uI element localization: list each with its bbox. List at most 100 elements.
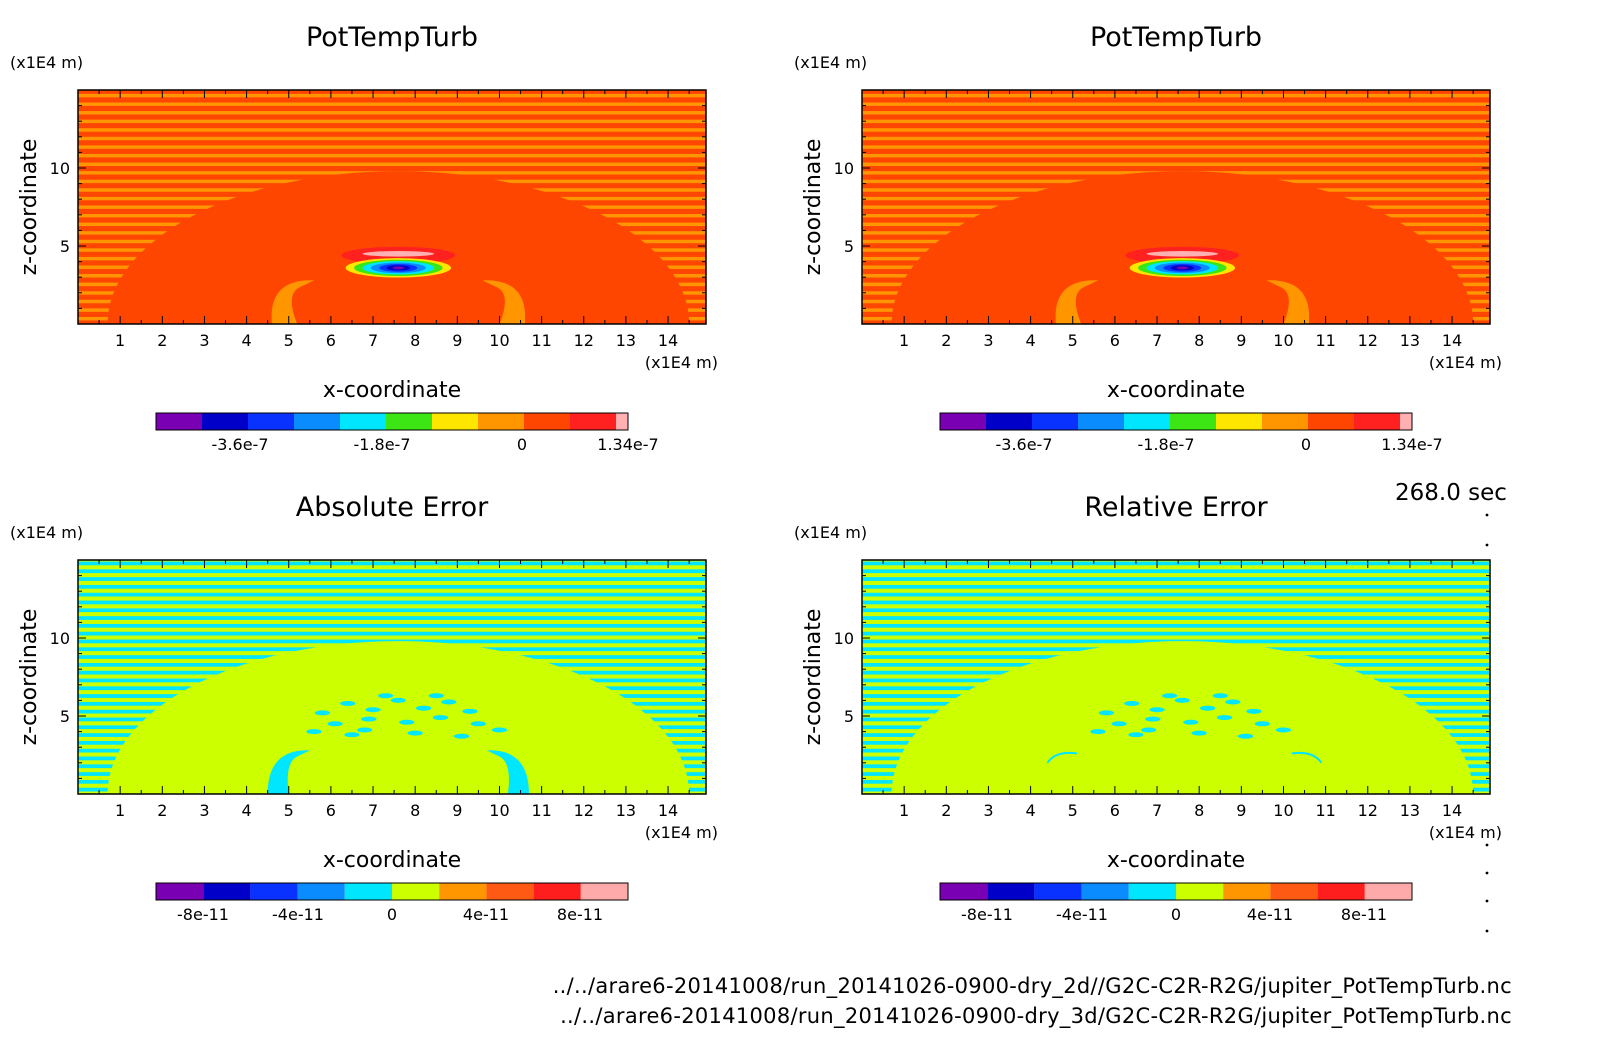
x-tick-label: 13 [616, 331, 636, 350]
x-tick-label: 8 [1194, 331, 1204, 350]
plot-frame [77, 89, 707, 325]
field-dome [891, 641, 1474, 794]
colorbar-swatch [294, 413, 340, 430]
y-unit-label: (x1E4 m) [794, 523, 867, 542]
x-tick-label: 1 [899, 331, 909, 350]
x-tick-label: 5 [284, 801, 294, 820]
chart-panel-2: PotTempTurb(x1E4 m)1 2 3 4 5 6 7 8 9 10 11 12 13 1451… [794, 22, 1502, 454]
field-stripe [78, 93, 706, 98]
x-tick-label: 10 [489, 331, 509, 350]
colorbar-tick-label: -3.6e-7 [995, 435, 1052, 454]
colorbar-swatch [1081, 883, 1129, 900]
field-error-blob [1200, 705, 1216, 711]
colorbar-swatch [340, 413, 386, 430]
x-tick-label: 9 [452, 331, 462, 350]
colorbar-swatch [1170, 413, 1216, 430]
field-error-blob [365, 707, 381, 713]
x-tick-label: 8 [1194, 801, 1204, 820]
x-tick-label: 2 [941, 331, 951, 350]
colorbar-swatch [1176, 883, 1224, 900]
field-error-blob [491, 727, 508, 733]
margin-dot [1485, 871, 1489, 875]
colorbar-tick-label: 4e-11 [1247, 905, 1293, 924]
x-tick-label: 10 [489, 801, 509, 820]
field-stripe [862, 153, 1490, 158]
field-stripe [78, 119, 706, 124]
x-tick-label: 8 [410, 801, 420, 820]
colorbar-tick-label: 4e-11 [463, 905, 509, 924]
field-stripe [862, 584, 1490, 589]
field-arc-left [1046, 751, 1078, 764]
field-stripe [78, 577, 706, 581]
field-stripe [862, 623, 1490, 628]
colorbar-swatch [1308, 413, 1354, 430]
colorbar-swatch [1317, 883, 1365, 900]
colorbar-tick-label: -1.8e-7 [1137, 435, 1194, 454]
contour-field [862, 90, 1490, 324]
y-tick-label: 5 [844, 237, 854, 256]
chart-panel-3: Absolute Error(x1E4 m)1 2 3 4 5 6 7 8 9 10 11 12 13 1… [10, 492, 718, 924]
x-tick-label: 6 [326, 801, 336, 820]
colorbar-frame [155, 882, 629, 901]
field-error-blob [378, 693, 394, 699]
contour-field [78, 560, 706, 794]
field-error-blob [1183, 719, 1199, 725]
margin-dot [1485, 929, 1489, 933]
colorbar-tick-label: 8e-11 [1341, 905, 1387, 924]
x-tick-label: 10 [1273, 331, 1293, 350]
field-stripe [78, 616, 706, 620]
field-stripe [862, 600, 1490, 605]
colorbar: -8e-11 -4e-11 0 4e-11 8e-11 [155, 882, 629, 924]
x-tick-label: 4 [241, 801, 251, 820]
colorbar-swatch [297, 883, 345, 900]
y-tick-label: 10 [50, 159, 70, 178]
field-arc-left [271, 280, 315, 324]
colorbar-swatch [1078, 413, 1124, 430]
x-tick-label: 3 [983, 801, 993, 820]
x-axis-label: x-coordinate [323, 848, 461, 873]
colorbar-tick-label: -1.8e-7 [353, 435, 410, 454]
y-tick-label: 10 [50, 629, 70, 648]
colorbar-tick-label: 1.34e-7 [1381, 435, 1442, 454]
field-thermal-ring [392, 266, 405, 270]
colorbar-swatch [940, 413, 986, 430]
field-stripe [78, 153, 706, 158]
colorbar-tick-label: 1.34e-7 [597, 435, 658, 454]
x-tick-label: 5 [1068, 801, 1078, 820]
field-stripe [862, 616, 1490, 620]
chart-title: PotTempTurb [306, 22, 478, 53]
chart-title: Absolute Error [296, 492, 489, 523]
x-tick-label: 12 [1358, 331, 1378, 350]
field-error-blob [340, 701, 356, 707]
field-stripe [862, 102, 1490, 106]
field-stripe [78, 592, 706, 597]
colorbar-swatch [1124, 413, 1170, 430]
field-error-blob [1098, 710, 1115, 716]
field-error-blob [470, 721, 486, 727]
x-tick-label: 1 [115, 331, 125, 350]
field-error-blob [390, 697, 406, 703]
field-error-blob [1128, 732, 1144, 738]
colorbar-swatch [987, 883, 1035, 900]
field-thermal-ring [1176, 266, 1189, 270]
chart-panel-1: PotTempTurb(x1E4 m)1 2 3 4 5 6 7 8 9 10 11 12 13 1451… [10, 22, 718, 454]
margin-dot [1485, 843, 1489, 847]
x-tick-label: 7 [368, 331, 378, 350]
field-stripe [78, 102, 706, 106]
field-stripe [78, 128, 706, 132]
colorbar-swatch [344, 883, 392, 900]
colorbar-swatch [1400, 413, 1412, 430]
x-tick-label: 14 [1442, 801, 1462, 820]
x-unit-label: (x1E4 m) [1429, 823, 1502, 842]
field-stripe [862, 631, 1490, 636]
field-arc-right [486, 750, 529, 794]
field-warm-core [362, 250, 435, 257]
colorbar-tick-label: -3.6e-7 [211, 435, 268, 454]
colorbar-swatch [386, 413, 432, 430]
field-error-blob [428, 693, 444, 699]
field-error-blob [1216, 715, 1233, 721]
field-stripe [862, 577, 1490, 581]
colorbar-swatch [392, 883, 440, 900]
field-error-blob [1162, 693, 1178, 699]
colorbar-frame [939, 412, 1413, 431]
